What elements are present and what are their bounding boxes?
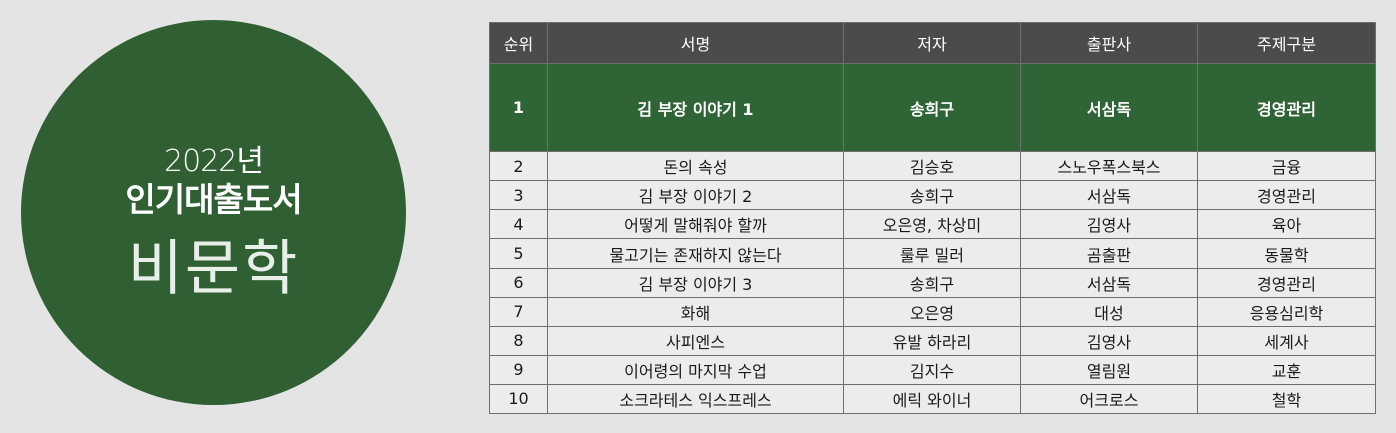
table-row: 8 사피엔스 유발 하라리 김영사 세계사 <box>489 325 1376 356</box>
cell-rank: 7 <box>489 296 548 327</box>
cell-subject: 경영관리 <box>1197 62 1376 153</box>
header-publisher: 출판사 <box>1020 22 1198 64</box>
cell-rank: 10 <box>489 383 548 415</box>
cell-author: 오은영, 차상미 <box>843 209 1021 240</box>
cell-author: 김지수 <box>843 354 1021 385</box>
table-row: 7 화해 오은영 대성 응용심리학 <box>489 296 1376 327</box>
cell-subject: 응용심리학 <box>1197 296 1376 327</box>
ranking-table: 순위 서명 저자 출판사 주제구분 1 김 부장 이야기 1 송희구 서삼독 경… <box>489 22 1376 415</box>
cell-publisher: 서삼독 <box>1020 180 1198 211</box>
badge-category: 비문학 <box>127 234 300 304</box>
cell-title: 화해 <box>547 296 844 327</box>
cell-rank: 6 <box>489 267 548 298</box>
cell-title: 사피엔스 <box>547 325 844 356</box>
cell-subject: 동물학 <box>1197 238 1376 269</box>
header-rank: 순위 <box>489 22 548 64</box>
cell-publisher: 대성 <box>1020 296 1198 327</box>
cell-publisher: 서삼독 <box>1020 62 1198 153</box>
table-row: 3 김 부장 이야기 2 송희구 서삼독 경영관리 <box>489 180 1376 211</box>
header-subject: 주제구분 <box>1197 22 1376 64</box>
cell-rank: 9 <box>489 354 548 385</box>
badge-year: 2022년 <box>164 144 264 179</box>
cell-subject: 교훈 <box>1197 354 1376 385</box>
table-header-row: 순위 서명 저자 출판사 주제구분 <box>489 22 1376 64</box>
cell-rank: 8 <box>489 325 548 356</box>
cell-title: 돈의 속성 <box>547 151 844 182</box>
table-row-top: 1 김 부장 이야기 1 송희구 서삼독 경영관리 <box>489 62 1376 153</box>
cell-author: 송희구 <box>843 62 1021 153</box>
badge-title: 인기대출도서 <box>125 180 302 219</box>
cell-rank: 1 <box>489 62 548 153</box>
header-title: 서명 <box>547 22 844 64</box>
table-row: 5 물고기는 존재하지 않는다 룰루 밀러 곰출판 동물학 <box>489 238 1376 269</box>
cell-subject: 육아 <box>1197 209 1376 240</box>
cell-rank: 2 <box>489 151 548 182</box>
cell-author: 에릭 와이너 <box>843 383 1021 415</box>
cell-title: 소크라테스 익스프레스 <box>547 383 844 415</box>
cell-publisher: 열림원 <box>1020 354 1198 385</box>
cell-title: 김 부장 이야기 3 <box>547 267 844 298</box>
cell-author: 룰루 밀러 <box>843 238 1021 269</box>
cell-rank: 3 <box>489 180 548 211</box>
cell-rank: 5 <box>489 238 548 269</box>
header-author: 저자 <box>843 22 1021 64</box>
cell-title: 이어령의 마지막 수업 <box>547 354 844 385</box>
cell-subject: 경영관리 <box>1197 180 1376 211</box>
cell-publisher: 어크로스 <box>1020 383 1198 415</box>
table-row: 4 어떻게 말해줘야 할까 오은영, 차상미 김영사 육아 <box>489 209 1376 240</box>
cell-publisher: 김영사 <box>1020 209 1198 240</box>
cell-author: 김승호 <box>843 151 1021 182</box>
cell-publisher: 스노우폭스북스 <box>1020 151 1198 182</box>
cell-rank: 4 <box>489 209 548 240</box>
cell-publisher: 김영사 <box>1020 325 1198 356</box>
cell-title: 김 부장 이야기 1 <box>547 62 844 153</box>
cell-author: 송희구 <box>843 180 1021 211</box>
cell-author: 유발 하라리 <box>843 325 1021 356</box>
cell-publisher: 곰출판 <box>1020 238 1198 269</box>
cell-author: 오은영 <box>843 296 1021 327</box>
cell-title: 어떻게 말해줘야 할까 <box>547 209 844 240</box>
cell-publisher: 서삼독 <box>1020 267 1198 298</box>
cell-subject: 경영관리 <box>1197 267 1376 298</box>
table-row: 10 소크라테스 익스프레스 에릭 와이너 어크로스 철학 <box>489 383 1376 415</box>
table-row: 6 김 부장 이야기 3 송희구 서삼독 경영관리 <box>489 267 1376 298</box>
cell-author: 송희구 <box>843 267 1021 298</box>
cell-subject: 세계사 <box>1197 325 1376 356</box>
cell-title: 김 부장 이야기 2 <box>547 180 844 211</box>
cell-subject: 금융 <box>1197 151 1376 182</box>
cell-subject: 철학 <box>1197 383 1376 415</box>
table-row: 2 돈의 속성 김승호 스노우폭스북스 금융 <box>489 151 1376 182</box>
title-badge: 2022년 인기대출도서 비문학 <box>21 20 406 405</box>
table-row: 9 이어령의 마지막 수업 김지수 열림원 교훈 <box>489 354 1376 385</box>
cell-title: 물고기는 존재하지 않는다 <box>547 238 844 269</box>
